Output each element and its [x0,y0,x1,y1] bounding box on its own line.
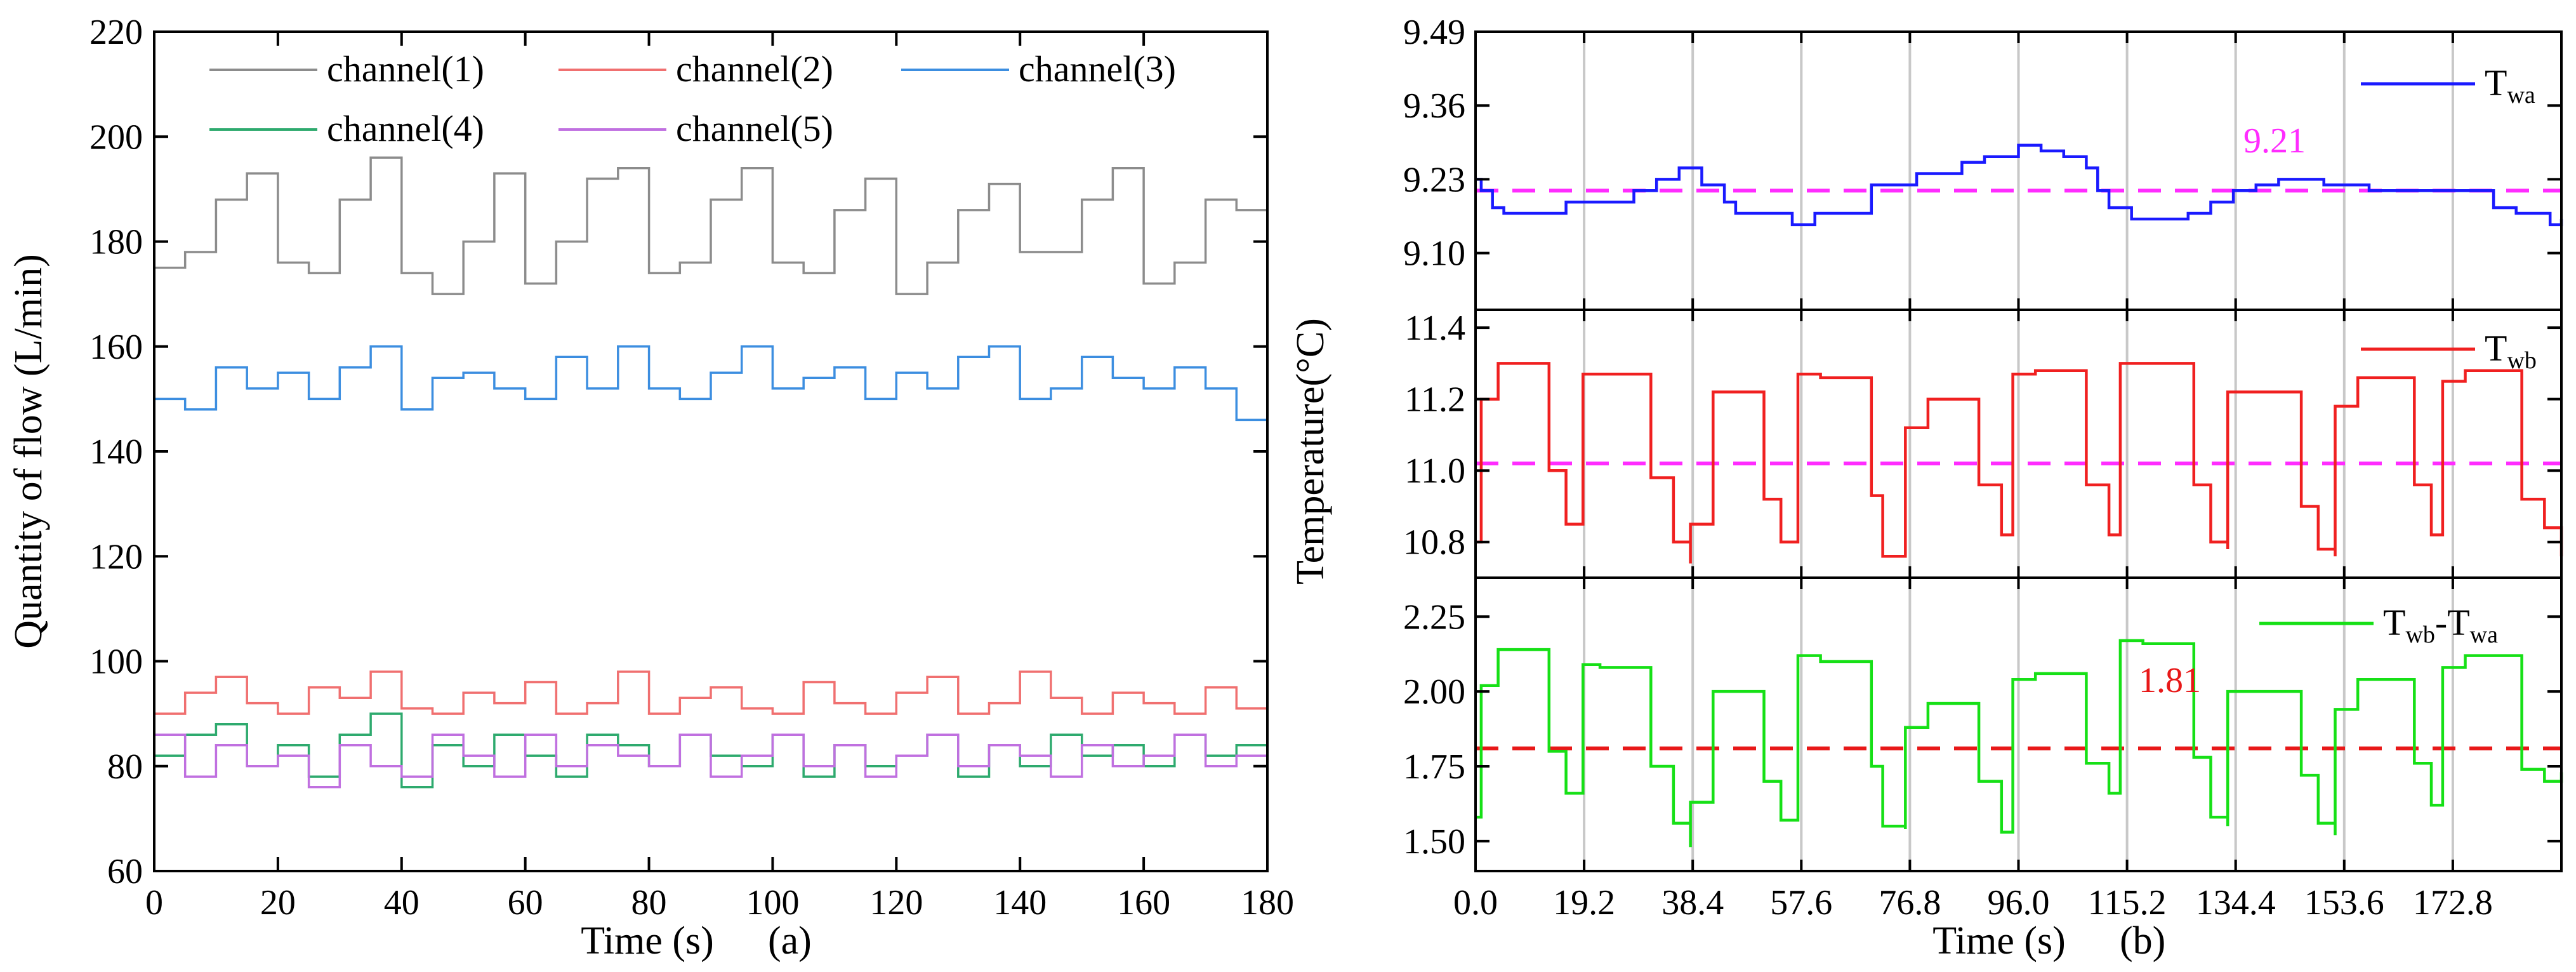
x-tick-label: 115.2 [2088,883,2167,922]
y-tick-label: 100 [89,642,143,682]
legend-label: channel(2) [676,48,833,90]
x-tick-label: 0.0 [1453,883,1498,922]
x-axis-label: Time (s) [581,919,714,962]
legend-label: channel(1) [327,48,484,90]
x-tick-label: 134.4 [2196,883,2276,922]
legend-label: Twb-Twa [2383,602,2498,648]
legend-label: Twb [2485,328,2537,374]
x-tick-label: 160 [1117,883,1170,922]
x-tick-label: 153.6 [2304,883,2384,922]
series-line-Twb [1476,362,2563,564]
x-tick-label: 120 [869,883,923,922]
y-tick-label: 140 [89,432,143,472]
legend-label: Twa [2485,62,2535,109]
legend-label-part: T [2485,328,2507,369]
series-line-channel3 [154,345,1269,422]
y-axis-label: Quantity of flow (L/min) [7,254,50,649]
x-tick-label: 20 [260,883,296,922]
x-tick-label: 60 [508,883,543,922]
mean-value-label: 1.81 [2139,661,2201,700]
series-line-channel2 [154,670,1269,715]
panel-b: 9.10 9.23 9.36 9.49 Twa 9.21 10.8 11.0 11.2 11.4 T… [1289,13,2563,962]
legend-label: channel(3) [1019,48,1176,90]
legend-label-part: wa [2507,82,2535,109]
x-tick-label: 180 [1241,883,1294,922]
series-line-channel1 [154,156,1269,295]
legend-label-part: T [2485,62,2507,103]
y-tick-label: 11.0 [1404,451,1465,491]
legend-label-part: wb [2507,347,2536,374]
x-tick-label: 19.2 [1553,883,1615,922]
y-tick-label: 120 [89,537,143,576]
y-tick-label: 9.36 [1403,86,1465,126]
legend-label-part: T [2383,602,2405,643]
series-line-Twa [1476,143,2563,227]
y-tick-label: 1.50 [1403,822,1465,862]
legend-label: channel(4) [327,108,484,149]
y-tick-label: 9.49 [1403,13,1465,52]
x-tick-label: 38.4 [1661,883,1724,922]
y-tick-label: 220 [89,13,143,52]
y-tick-label: 10.8 [1403,523,1465,563]
legend-label: channel(5) [676,108,833,149]
panel-a: 0 20 40 60 80 100 120 140 160 180 60 80 100 120 140 160… [7,13,1294,962]
y-tick-label: 11.4 [1404,309,1465,348]
y-tick-label: 180 [89,223,143,262]
legend-label-part: wa [2470,622,2498,648]
y-axis-label: Temperature(°C) [1289,318,1332,585]
y-tick-label: 2.00 [1403,672,1465,712]
x-axis-label: Time (s) [1932,919,2066,962]
series-line-channel5 [154,733,1269,789]
legend-label-part: -T [2435,602,2470,643]
x-tick-label: 76.8 [1879,883,1941,922]
y-tick-label: 9.23 [1403,160,1465,199]
y-tick-label: 60 [107,852,143,891]
x-tick-label: 140 [993,883,1047,922]
y-tick-label: 200 [89,117,143,157]
x-tick-label: 40 [384,883,419,922]
mean-value-label: 9.21 [2243,121,2306,161]
x-tick-label: 57.6 [1770,883,1832,922]
x-tick-label: 96.0 [1988,883,2050,922]
x-tick-label: 100 [746,883,799,922]
x-tick-label: 80 [631,883,667,922]
panel-b-sublabel: (b) [2120,919,2165,962]
y-tick-label: 160 [89,328,143,367]
series-line-Twb-Twa [1476,639,2563,848]
y-tick-label: 2.25 [1403,597,1465,637]
y-tick-label: 1.75 [1403,747,1465,787]
y-tick-label: 80 [107,747,143,787]
x-tick-label: 0 [145,883,163,922]
y-tick-label: 9.10 [1403,234,1465,274]
panel-a-sublabel: (a) [768,919,812,962]
y-tick-label: 11.2 [1404,380,1465,420]
x-tick-label: 172.8 [2413,883,2493,922]
legend-label-part: wb [2405,622,2434,648]
